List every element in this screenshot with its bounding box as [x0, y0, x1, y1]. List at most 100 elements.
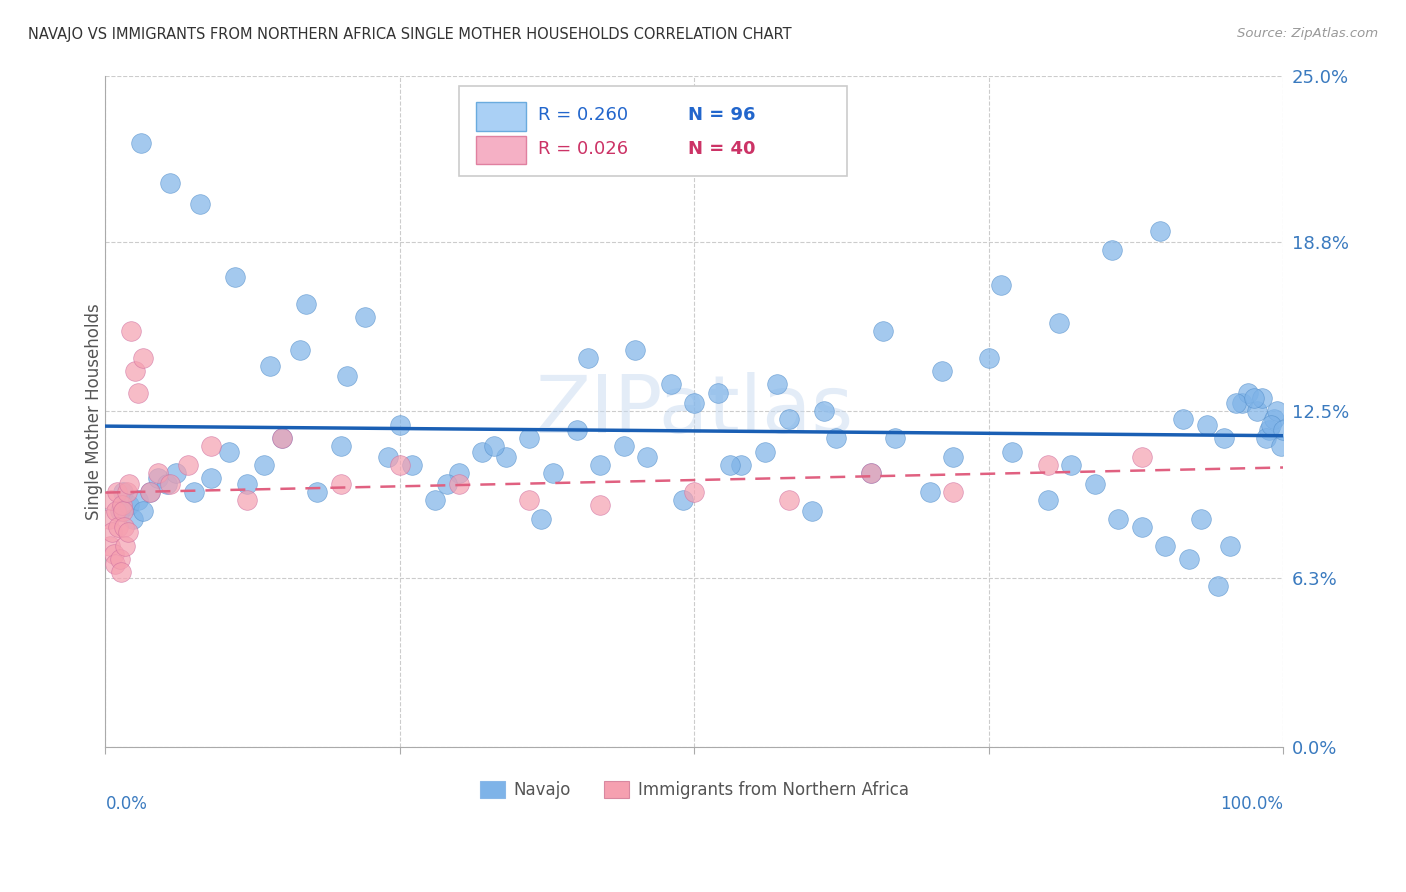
Point — [388, 458, 411, 472]
Point — [353, 310, 375, 325]
Point — [707, 385, 730, 400]
Point — [1243, 391, 1265, 405]
Point — [235, 476, 257, 491]
Point — [519, 431, 541, 445]
Point — [200, 439, 222, 453]
Point — [683, 396, 706, 410]
Point — [388, 417, 411, 432]
Point — [730, 458, 752, 472]
Point — [541, 466, 564, 480]
Point — [1230, 396, 1253, 410]
Point — [436, 476, 458, 491]
Point — [118, 476, 141, 491]
FancyBboxPatch shape — [458, 86, 848, 177]
Point — [1060, 458, 1083, 472]
Text: 100.0%: 100.0% — [1220, 796, 1284, 814]
Point — [288, 343, 311, 357]
Point — [110, 566, 132, 580]
Point — [132, 351, 155, 365]
Point — [98, 539, 121, 553]
Point — [1254, 431, 1277, 445]
Point — [447, 466, 470, 480]
Point — [1149, 224, 1171, 238]
Point — [1260, 417, 1282, 432]
Point — [495, 450, 517, 464]
Point — [482, 439, 505, 453]
Point — [139, 484, 162, 499]
Point — [111, 499, 134, 513]
Point — [294, 297, 316, 311]
Point — [336, 369, 359, 384]
Point — [112, 484, 135, 499]
Point — [918, 484, 941, 499]
Point — [1263, 412, 1285, 426]
Point — [224, 270, 246, 285]
Point — [778, 412, 800, 426]
Point — [977, 351, 1000, 365]
Point — [824, 431, 846, 445]
Point — [1178, 552, 1201, 566]
Text: NAVAJO VS IMMIGRANTS FROM NORTHERN AFRICA SINGLE MOTHER HOUSEHOLDS CORRELATION C: NAVAJO VS IMMIGRANTS FROM NORTHERN AFRIC… — [28, 27, 792, 42]
Point — [148, 466, 170, 480]
Point — [100, 492, 122, 507]
Point — [120, 324, 142, 338]
Point — [104, 558, 127, 572]
Point — [177, 458, 200, 472]
Point — [1130, 520, 1153, 534]
Point — [253, 458, 276, 472]
Point — [159, 476, 181, 491]
Text: R = 0.026: R = 0.026 — [537, 140, 628, 159]
Point — [1272, 423, 1295, 437]
Point — [307, 484, 329, 499]
Point — [613, 439, 636, 453]
Text: N = 96: N = 96 — [689, 106, 756, 124]
Point — [139, 484, 162, 499]
Point — [1246, 404, 1268, 418]
Text: R = 0.260: R = 0.260 — [537, 106, 628, 124]
Point — [1251, 391, 1274, 405]
Point — [235, 492, 257, 507]
Legend: Navajo, Immigrants from Northern Africa: Navajo, Immigrants from Northern Africa — [474, 774, 915, 806]
Point — [200, 471, 222, 485]
Point — [218, 444, 240, 458]
Point — [107, 520, 129, 534]
Point — [377, 450, 399, 464]
Point — [801, 504, 824, 518]
Point — [112, 504, 135, 518]
Point — [519, 492, 541, 507]
Point — [1270, 439, 1292, 453]
Point — [1001, 444, 1024, 458]
Point — [813, 404, 835, 418]
Point — [105, 504, 128, 518]
Point — [990, 278, 1012, 293]
Point — [127, 385, 149, 400]
Point — [942, 484, 965, 499]
Point — [118, 499, 141, 513]
Point — [165, 466, 187, 480]
Point — [1049, 316, 1071, 330]
Point — [447, 476, 470, 491]
Point — [108, 504, 131, 518]
Point — [271, 431, 294, 445]
Point — [97, 512, 120, 526]
Point — [624, 343, 647, 357]
Point — [117, 525, 139, 540]
Point — [589, 458, 612, 472]
Point — [330, 439, 353, 453]
Point — [872, 324, 894, 338]
Point — [101, 525, 124, 540]
Point — [754, 444, 776, 458]
Point — [129, 136, 152, 150]
Point — [188, 197, 211, 211]
Point — [121, 512, 143, 526]
Point — [931, 364, 953, 378]
Point — [1130, 450, 1153, 464]
Point — [778, 492, 800, 507]
Point — [330, 476, 353, 491]
Point — [1107, 512, 1129, 526]
Text: Source: ZipAtlas.com: Source: ZipAtlas.com — [1237, 27, 1378, 40]
Point — [1036, 458, 1059, 472]
Point — [859, 466, 882, 480]
Point — [114, 539, 136, 553]
Point — [401, 458, 423, 472]
